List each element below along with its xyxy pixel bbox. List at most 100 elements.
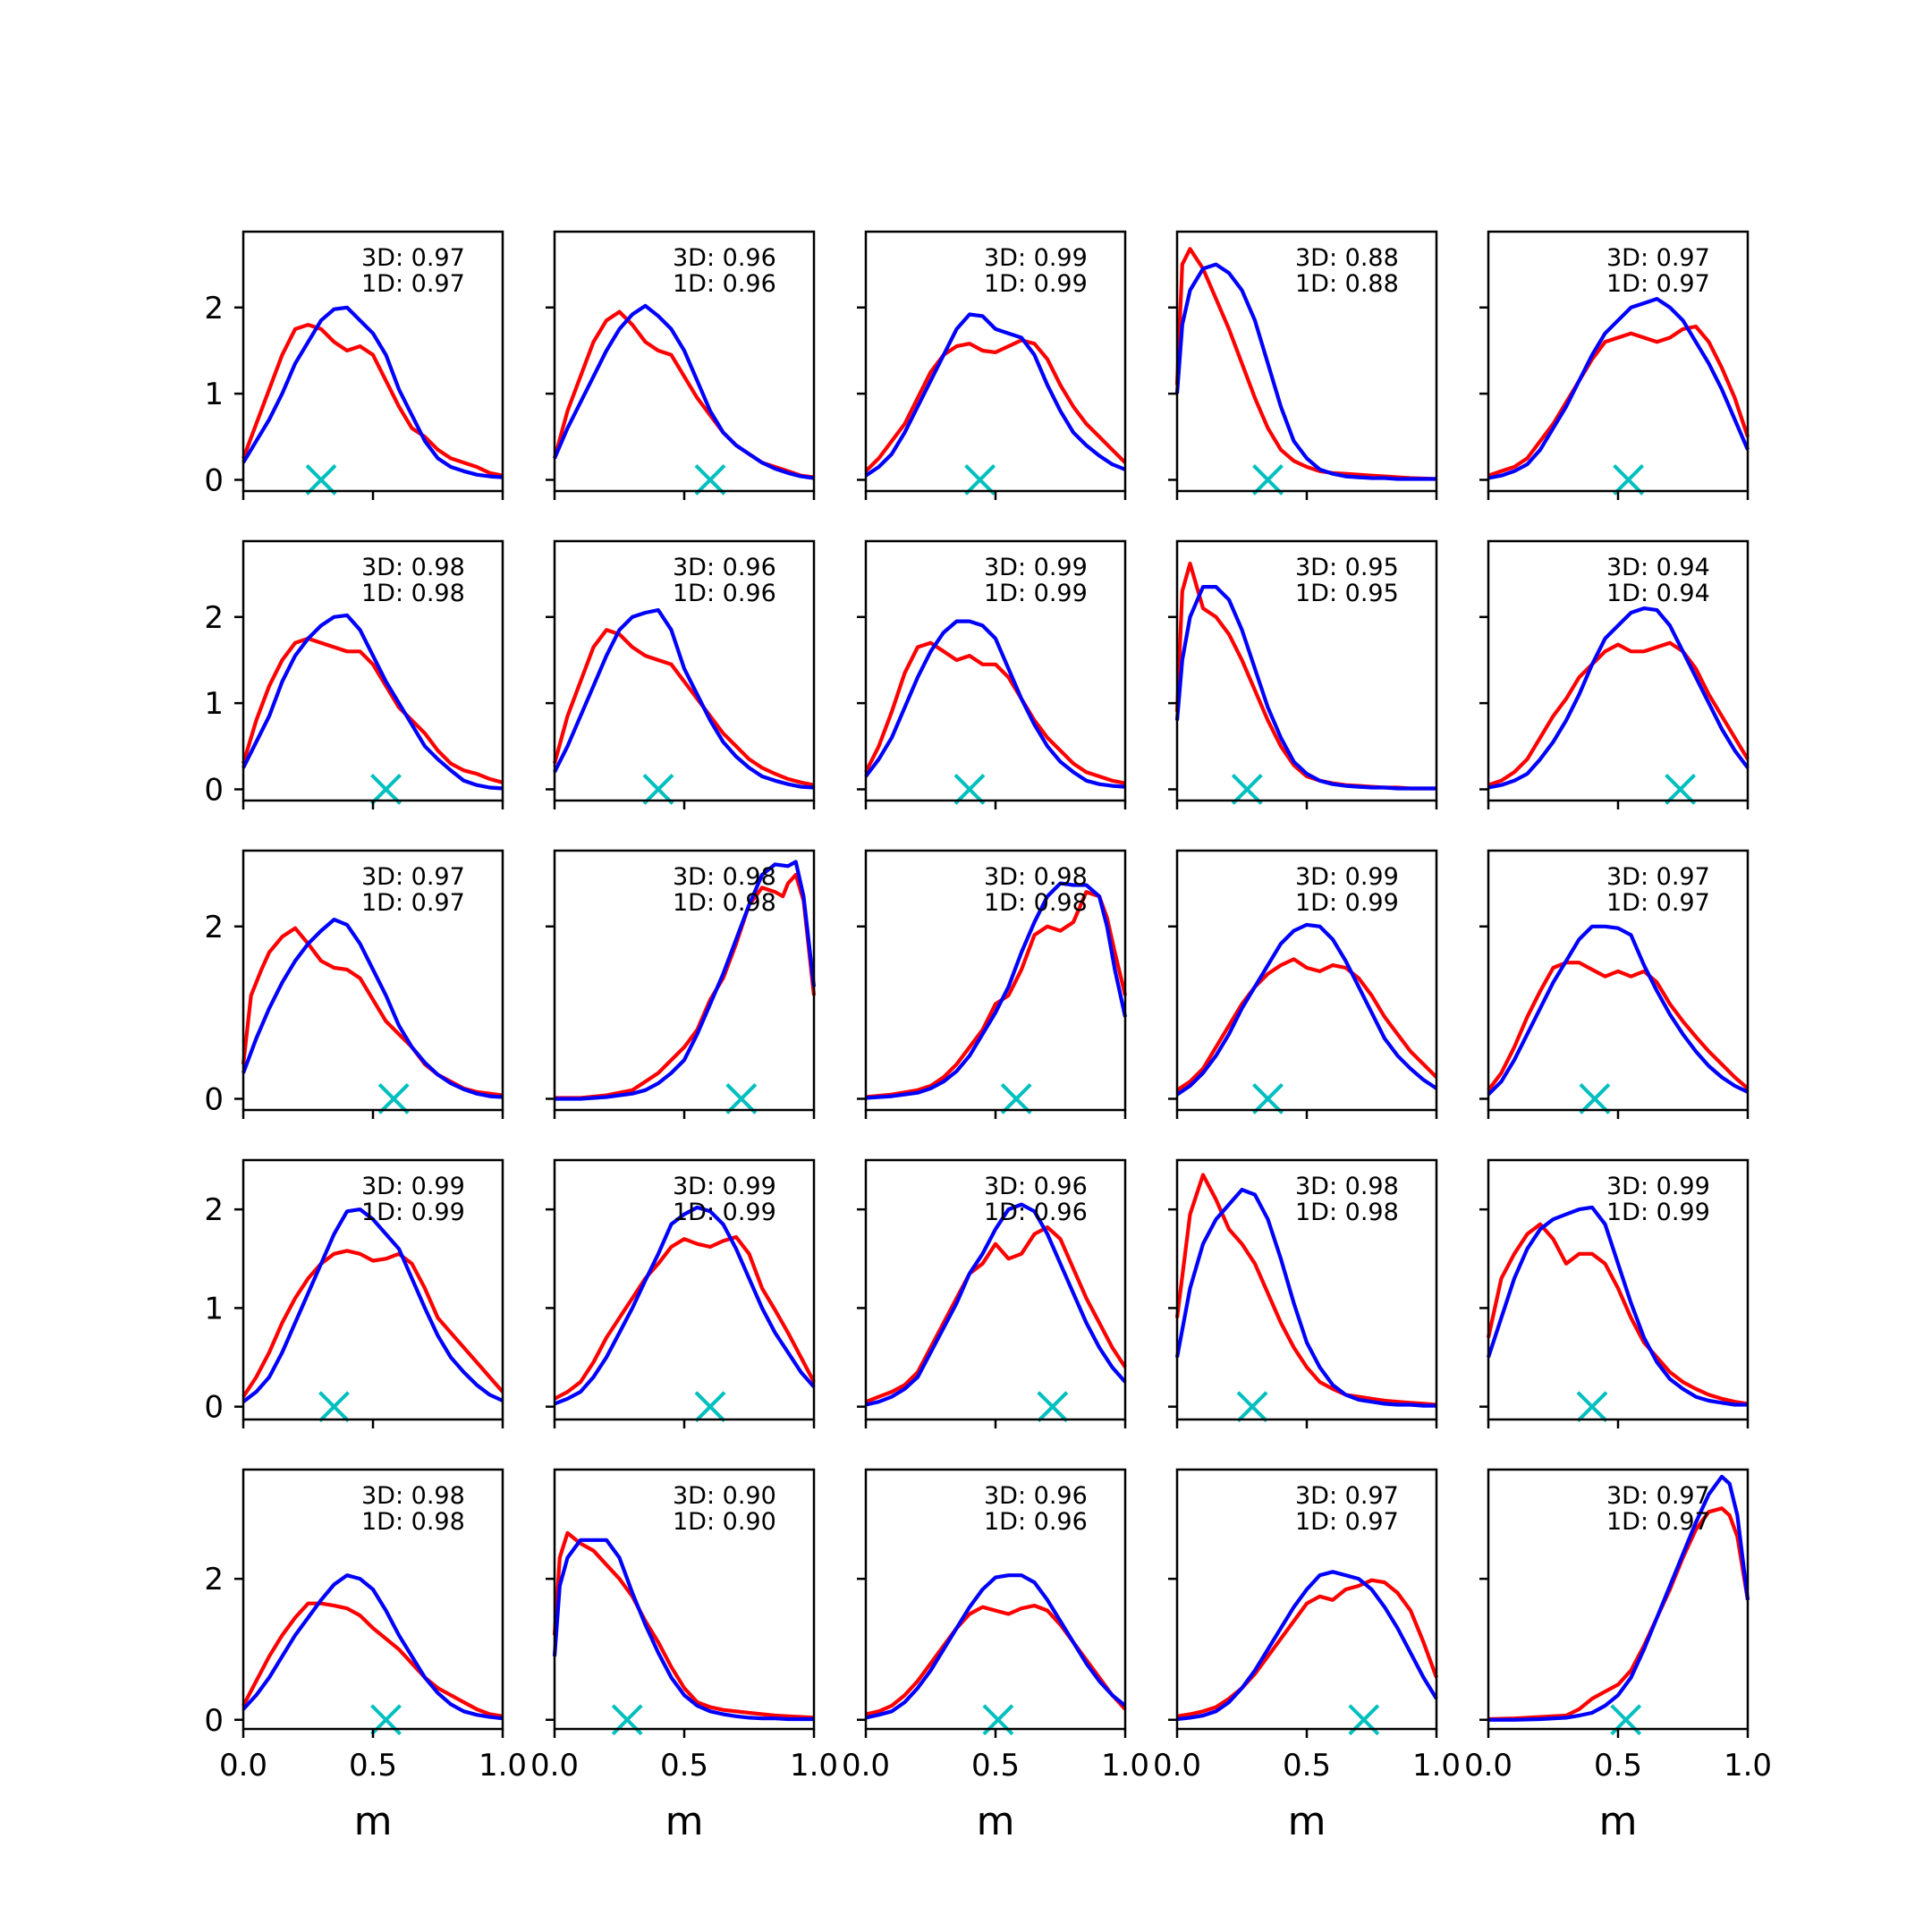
x-marker (377, 1083, 410, 1114)
x-tick-label: 0.5 (971, 1748, 1020, 1784)
y-tick-label: 2 (204, 291, 224, 326)
x-axis-label: m (1288, 1799, 1326, 1844)
x-marker (964, 464, 996, 496)
blue-series-line (864, 312, 1126, 478)
x-marker (1665, 774, 1697, 805)
blue-series-line (553, 608, 815, 790)
x-marker (370, 774, 402, 805)
x-marker (1252, 464, 1284, 496)
red-series-line (865, 890, 1128, 1099)
red-series-line (241, 926, 504, 1097)
blue-series-line (1487, 1205, 1748, 1407)
red-series-line (1176, 1578, 1438, 1718)
x-tick-label: 0.0 (842, 1748, 890, 1784)
red-series-line (242, 1601, 504, 1718)
score-3d-label: 3D: 0.99 (984, 554, 1088, 581)
x-tick-label: 1.0 (1412, 1748, 1461, 1784)
score-3d-label: 3D: 0.99 (1606, 1173, 1710, 1200)
x-tick-label: 0.5 (660, 1748, 708, 1784)
score-1d-label: 1D: 0.88 (1295, 270, 1399, 298)
score-1d-label: 1D: 0.98 (984, 889, 1088, 917)
blue-series-line (242, 1208, 504, 1403)
score-3d-label: 3D: 0.99 (361, 1173, 465, 1200)
x-marker (1252, 1083, 1284, 1114)
y-tick-label: 0 (204, 772, 224, 808)
score-1d-label: 1D: 0.97 (361, 889, 465, 917)
x-marker (1037, 1391, 1069, 1423)
x-marker (725, 1083, 758, 1114)
score-3d-label: 3D: 0.90 (673, 1482, 776, 1510)
red-series-line (241, 636, 504, 784)
score-1d-label: 1D: 0.97 (1295, 1508, 1399, 1536)
x-marker (694, 1391, 726, 1423)
blue-series-line (1488, 1474, 1750, 1722)
blue-series-line (1174, 1188, 1436, 1408)
red-series-line (1486, 1222, 1749, 1406)
x-marker (318, 1391, 350, 1423)
score-3d-label: 3D: 0.97 (1606, 1482, 1710, 1510)
score-3d-label: 3D: 0.97 (1606, 863, 1710, 891)
y-tick-label: 1 (204, 377, 224, 412)
x-tick-label: 0.0 (1153, 1748, 1201, 1784)
x-tick-label: 0.5 (349, 1748, 397, 1784)
score-1d-label: 1D: 0.98 (361, 580, 465, 607)
score-3d-label: 3D: 0.98 (984, 863, 1088, 891)
y-tick-label: 2 (204, 600, 224, 636)
x-marker (1231, 774, 1263, 805)
x-tick-label: 0.5 (1283, 1748, 1331, 1784)
blue-series-line (242, 918, 504, 1099)
score-1d-label: 1D: 0.98 (1295, 1199, 1399, 1226)
score-1d-label: 1D: 0.94 (1606, 580, 1710, 607)
blue-series-line (242, 305, 504, 479)
blue-series-line (242, 1573, 504, 1721)
x-tick-label: 0.5 (1594, 1748, 1642, 1784)
x-marker (1613, 464, 1645, 496)
x-marker (305, 464, 337, 496)
score-3d-label: 3D: 0.98 (361, 554, 465, 581)
red-series-line (1174, 1173, 1437, 1407)
score-3d-label: 3D: 0.94 (1606, 554, 1710, 581)
score-3d-label: 3D: 0.96 (673, 244, 776, 272)
score-1d-label: 1D: 0.98 (673, 889, 776, 917)
blue-series-line (1174, 585, 1436, 791)
y-tick-label: 0 (204, 462, 224, 498)
blue-series-line (1487, 297, 1750, 480)
x-tick-label: 0.0 (530, 1748, 579, 1784)
blue-series-line (554, 1205, 816, 1406)
score-1d-label: 1D: 0.90 (673, 1508, 776, 1536)
red-series-line (1487, 324, 1750, 478)
red-series-line (1175, 957, 1438, 1092)
y-tick-label: 1 (204, 686, 224, 722)
x-axis-label: m (354, 1799, 393, 1844)
blue-series-line (242, 613, 504, 791)
x-tick-label: 1.0 (790, 1748, 838, 1784)
score-1d-label: 1D: 0.98 (361, 1508, 465, 1536)
score-1d-label: 1D: 0.95 (1295, 580, 1399, 607)
score-1d-label: 1D: 0.99 (984, 580, 1088, 607)
score-3d-label: 3D: 0.99 (984, 244, 1088, 272)
red-series-line (865, 1224, 1127, 1404)
x-marker (1576, 1391, 1608, 1423)
score-1d-label: 1D: 0.97 (1606, 270, 1710, 298)
blue-series-line (865, 1573, 1127, 1720)
score-3d-label: 3D: 0.97 (361, 863, 465, 891)
blue-series-line (865, 881, 1128, 1100)
x-axis-label: m (1599, 1799, 1638, 1844)
blue-series-line (1487, 606, 1750, 790)
x-marker (694, 464, 726, 496)
red-series-line (552, 628, 815, 787)
x-tick-label: 1.0 (1724, 1748, 1772, 1784)
